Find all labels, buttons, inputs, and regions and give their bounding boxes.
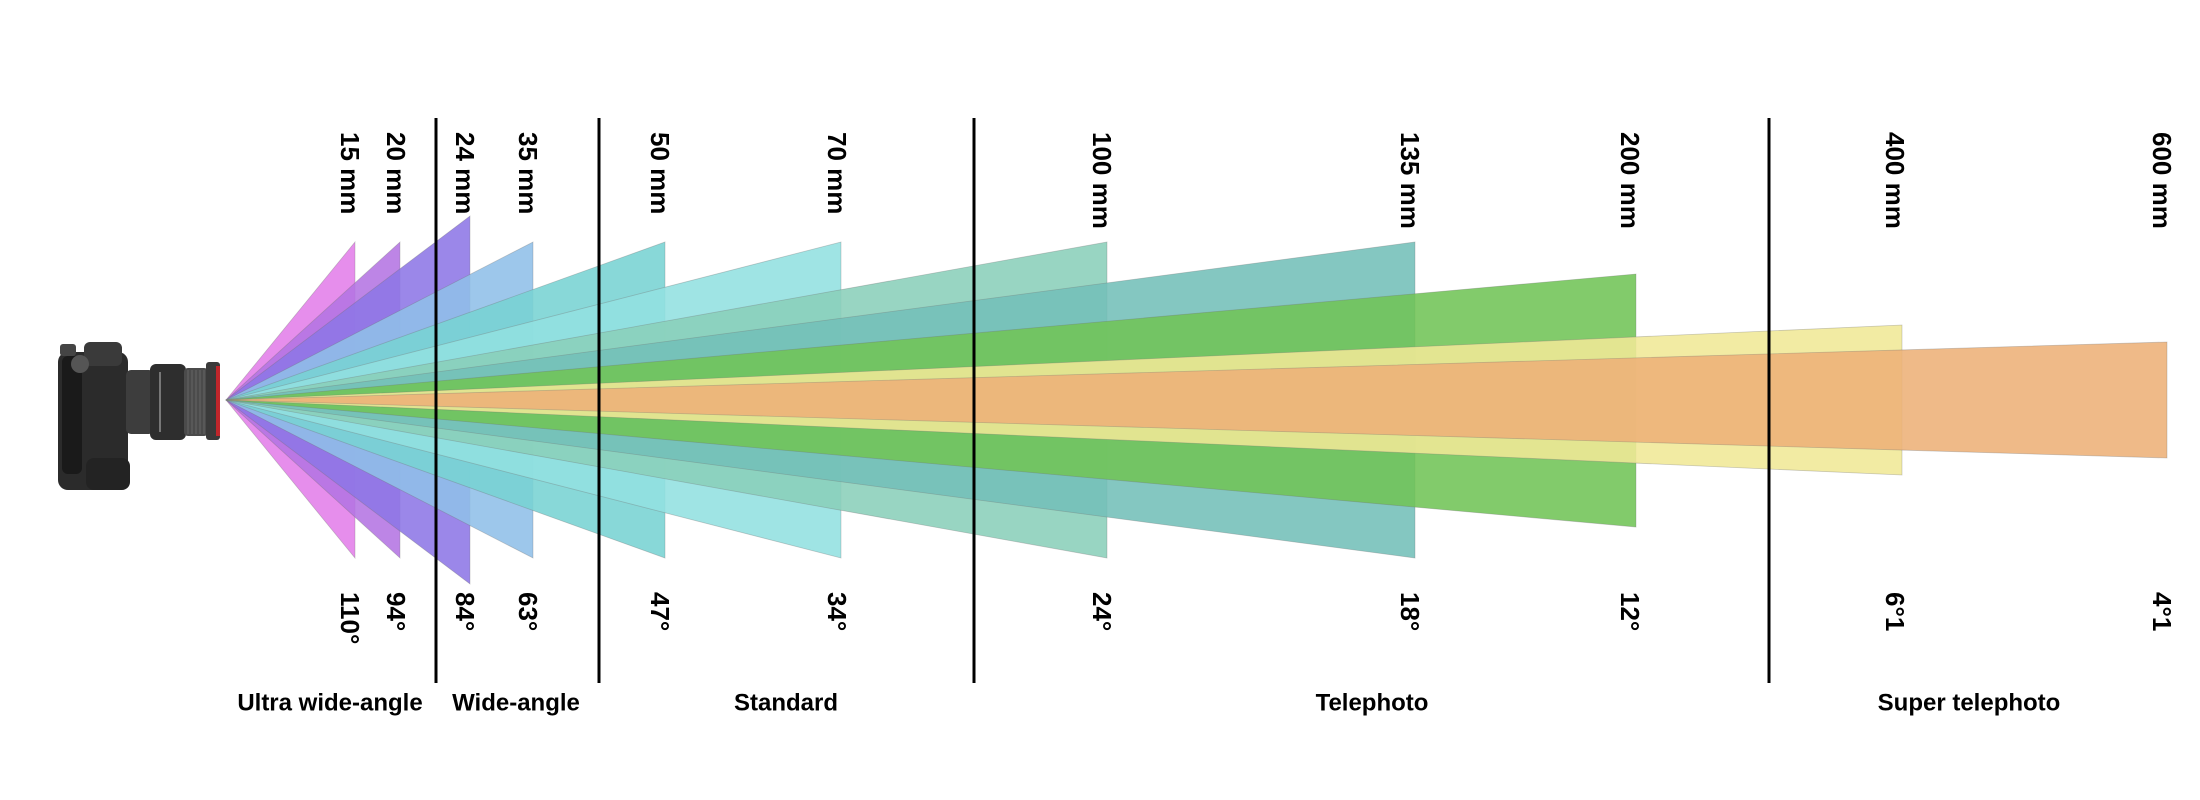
camera-icon [58,342,220,490]
category-labels: Ultra wide-angle Wide-angle Standard Teleph… [237,689,2060,716]
lens-red-ring [216,366,220,436]
category-label-standard: Standard [734,689,838,716]
focal-label-600mm: 600 mm [2147,132,2177,229]
angle-label-135mm: 18° [1395,592,1425,631]
focal-label-400mm: 400 mm [1880,132,1910,229]
focal-label-35mm: 35 mm [513,132,543,214]
focal-label-70mm: 70 mm [822,132,852,214]
focal-label-15mm: 15 mm [335,132,365,214]
focal-label-50mm: 50 mm [645,132,675,214]
lens-barrel [150,364,186,440]
focal-label-20mm: 20 mm [381,132,411,214]
camera-prism [84,342,122,366]
angle-label-200mm: 12° [1615,592,1645,631]
angle-label-100mm: 24° [1087,592,1117,631]
camera-strap-lug [60,344,76,356]
category-label-wide-angle: Wide-angle [452,689,580,716]
category-dividers [434,118,1771,683]
lens-mount [126,370,154,434]
camera-dial [71,355,89,373]
angle-label-20mm: 94° [381,592,411,631]
angle-of-view-labels: 110° 94° 84° 63° 47° 34° 24° 18° 12° 6°1 4°1 [335,592,2177,644]
focal-label-100mm: 100 mm [1087,132,1117,229]
focal-label-24mm: 24 mm [450,132,480,214]
angle-label-35mm: 63° [513,592,543,631]
category-label-super-telephoto: Super telephoto [1878,689,2061,716]
camera-base [86,458,130,490]
angle-label-15mm: 110° [335,592,365,644]
angle-label-600mm: 4°1 [2147,592,2177,631]
category-label-telephoto: Telephoto [1316,689,1429,716]
angle-label-70mm: 34° [822,592,852,631]
field-of-view-wedges [224,215,2168,585]
angle-label-400mm: 6°1 [1880,592,1910,631]
angle-label-24mm: 84° [450,592,480,631]
focal-label-135mm: 135 mm [1395,132,1425,229]
category-label-ultra-wide-angle: Ultra wide-angle [237,689,422,716]
angle-label-50mm: 47° [645,592,675,631]
camera-grip [62,356,82,474]
fov-wedge-600mm [225,341,2168,459]
focal-label-200mm: 200 mm [1615,132,1645,229]
focal-length-labels: 15 mm 20 mm 24 mm 35 mm 50 mm 70 mm 100 mm 135 … [335,132,2177,229]
